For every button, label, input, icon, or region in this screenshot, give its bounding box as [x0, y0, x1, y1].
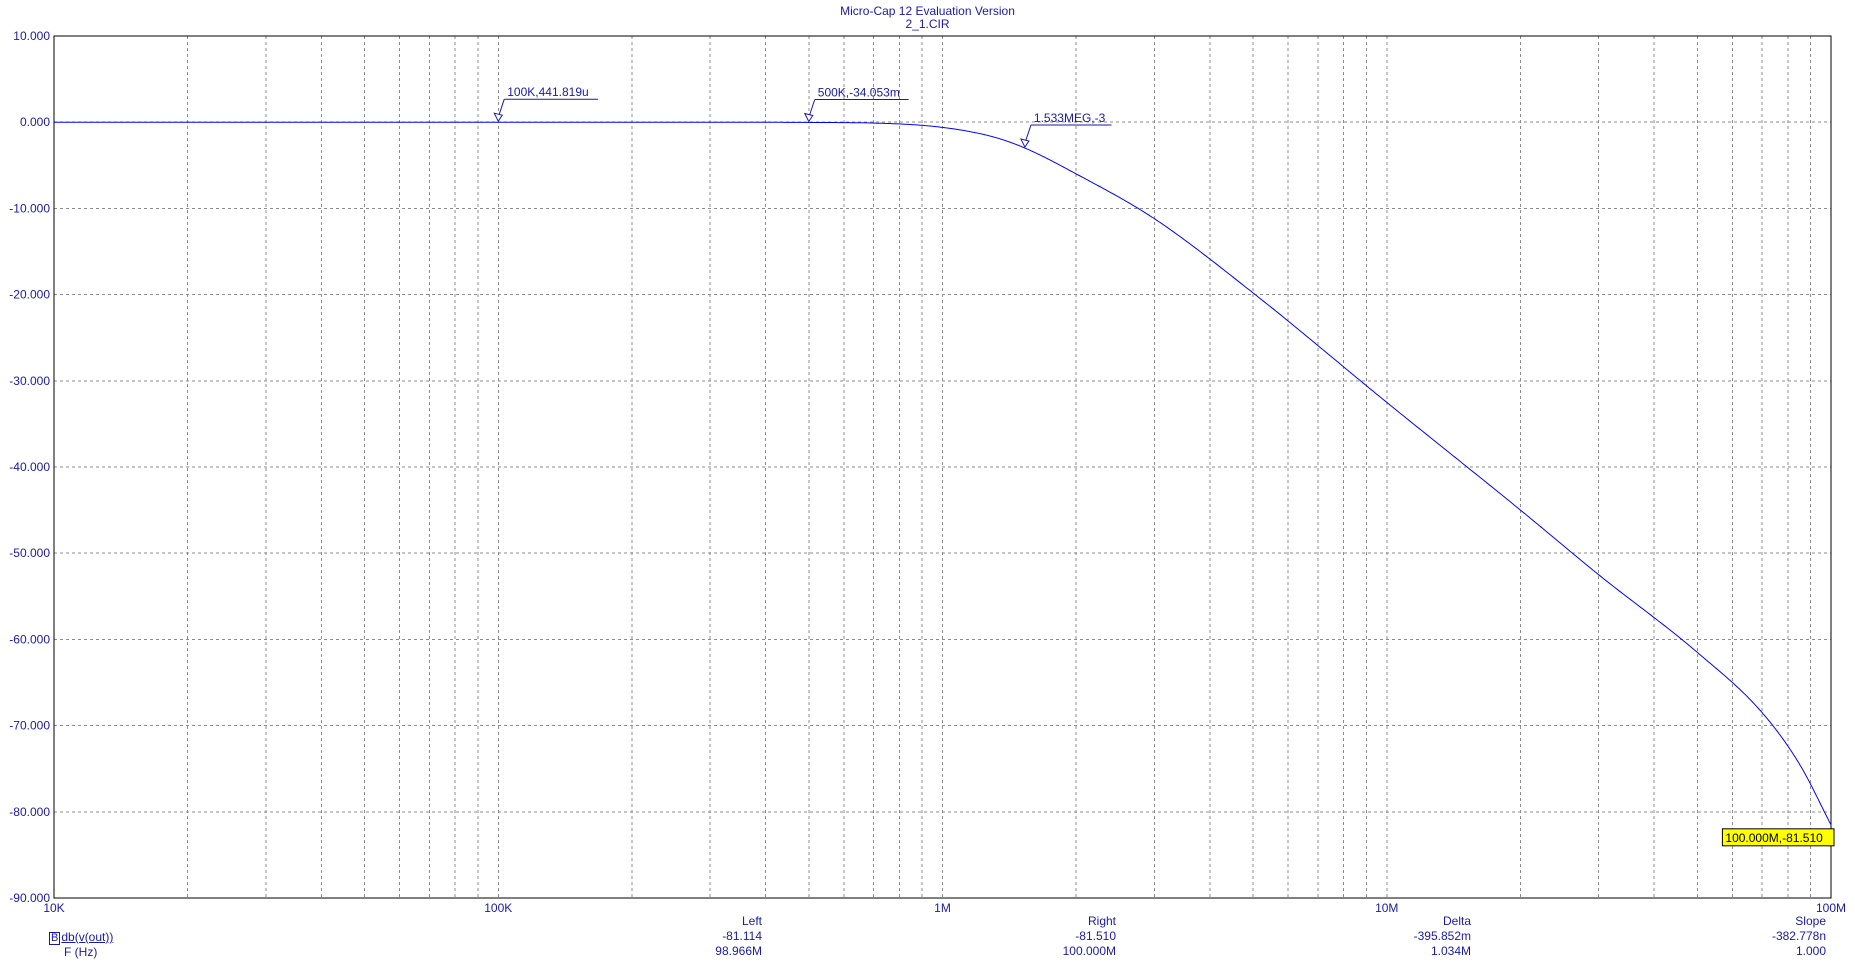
- y-tick-label: -30.000: [9, 374, 50, 388]
- app-title: Micro-Cap 12 Evaluation Version: [840, 4, 1015, 18]
- stat-right-x: 100.000M: [1062, 944, 1116, 958]
- stat-delta-x: 1.034M: [1430, 944, 1471, 958]
- stat-left-x: 98.966M: [715, 944, 762, 958]
- stat-slope-x: 1.000: [1795, 944, 1826, 958]
- marker-label: 1.533MEG,-3: [1034, 111, 1106, 125]
- marker-leader: [809, 99, 816, 115]
- stat-left-header: Left: [741, 914, 762, 928]
- legend-plot-box[interactable]: B: [49, 932, 61, 945]
- legend-y-expression[interactable]: db(v(out)): [61, 930, 114, 944]
- x-tick-label: 100K: [484, 901, 512, 915]
- stat-slope-header: Slope: [1795, 914, 1826, 928]
- marker-leader: [498, 99, 505, 115]
- stat-slope-y: -382.778n: [1771, 929, 1826, 943]
- y-tick-label: -50.000: [9, 546, 50, 560]
- y-tick-label: -60.000: [9, 632, 50, 646]
- stat-delta: Delta -395.852m 1.034M: [1414, 914, 1471, 959]
- stat-slope: Slope -382.778n 1.000: [1772, 914, 1826, 959]
- y-tick-label: -90.000: [9, 891, 50, 905]
- y-tick-label: -70.000: [9, 719, 50, 733]
- cursor-tag-box: [1721, 828, 1835, 847]
- marker-label: 500K,-34.053m: [818, 85, 900, 99]
- markers: 100K,441.819u 500K,-34.053m 1.533MEG,-3 100…: [493, 85, 1835, 847]
- y-tick-labels: 10.000 0.000 -10.000 -20.000 -30.000 -40.000 -…: [9, 29, 50, 905]
- file-name: 2_1.CIR: [905, 17, 950, 31]
- stat-left: Left -81.114 98.966M: [715, 914, 762, 959]
- trace-db-vout: [54, 121, 1832, 826]
- stat-right-header: Right: [1087, 914, 1116, 928]
- marker-label: 100K,441.819u: [507, 85, 588, 99]
- y-tick-label: 10.000: [13, 29, 50, 43]
- stat-right: Right -81.510 100.000M: [1063, 914, 1116, 959]
- y-tick-label: -20.000: [9, 288, 50, 302]
- stat-delta-y: -395.852m: [1413, 929, 1471, 943]
- stat-left-y: -81.114: [722, 929, 762, 943]
- y-tick-label: -80.000: [9, 805, 50, 819]
- y-tick-label: 0.000: [20, 115, 50, 129]
- marker-arrow: [803, 112, 814, 123]
- marker-leader: [1025, 124, 1032, 141]
- cursor-tag-label: 100.000M,-81.510: [1725, 831, 1823, 845]
- x-tick-label: 10M: [1375, 901, 1398, 915]
- traces: [54, 121, 1832, 826]
- x-tick-label: 10K: [43, 901, 64, 915]
- x-tick-label: 1M: [934, 901, 951, 915]
- grid: [54, 36, 1831, 898]
- y-tick-label: -10.000: [9, 201, 50, 215]
- plot-frame: [53, 35, 1832, 899]
- x-tick-labels: 10K 100K 1M 10M 100M: [43, 901, 1846, 915]
- x-tick-label: 100M: [1816, 901, 1846, 915]
- stat-delta-header: Delta: [1442, 914, 1471, 928]
- marker-arrow: [1019, 138, 1030, 149]
- stat-right-y: -81.510: [1075, 929, 1116, 943]
- marker-arrow: [493, 112, 504, 123]
- y-tick-label: -40.000: [9, 460, 50, 474]
- axes: [53, 35, 1832, 899]
- legend-x-expression: F (Hz): [64, 945, 98, 959]
